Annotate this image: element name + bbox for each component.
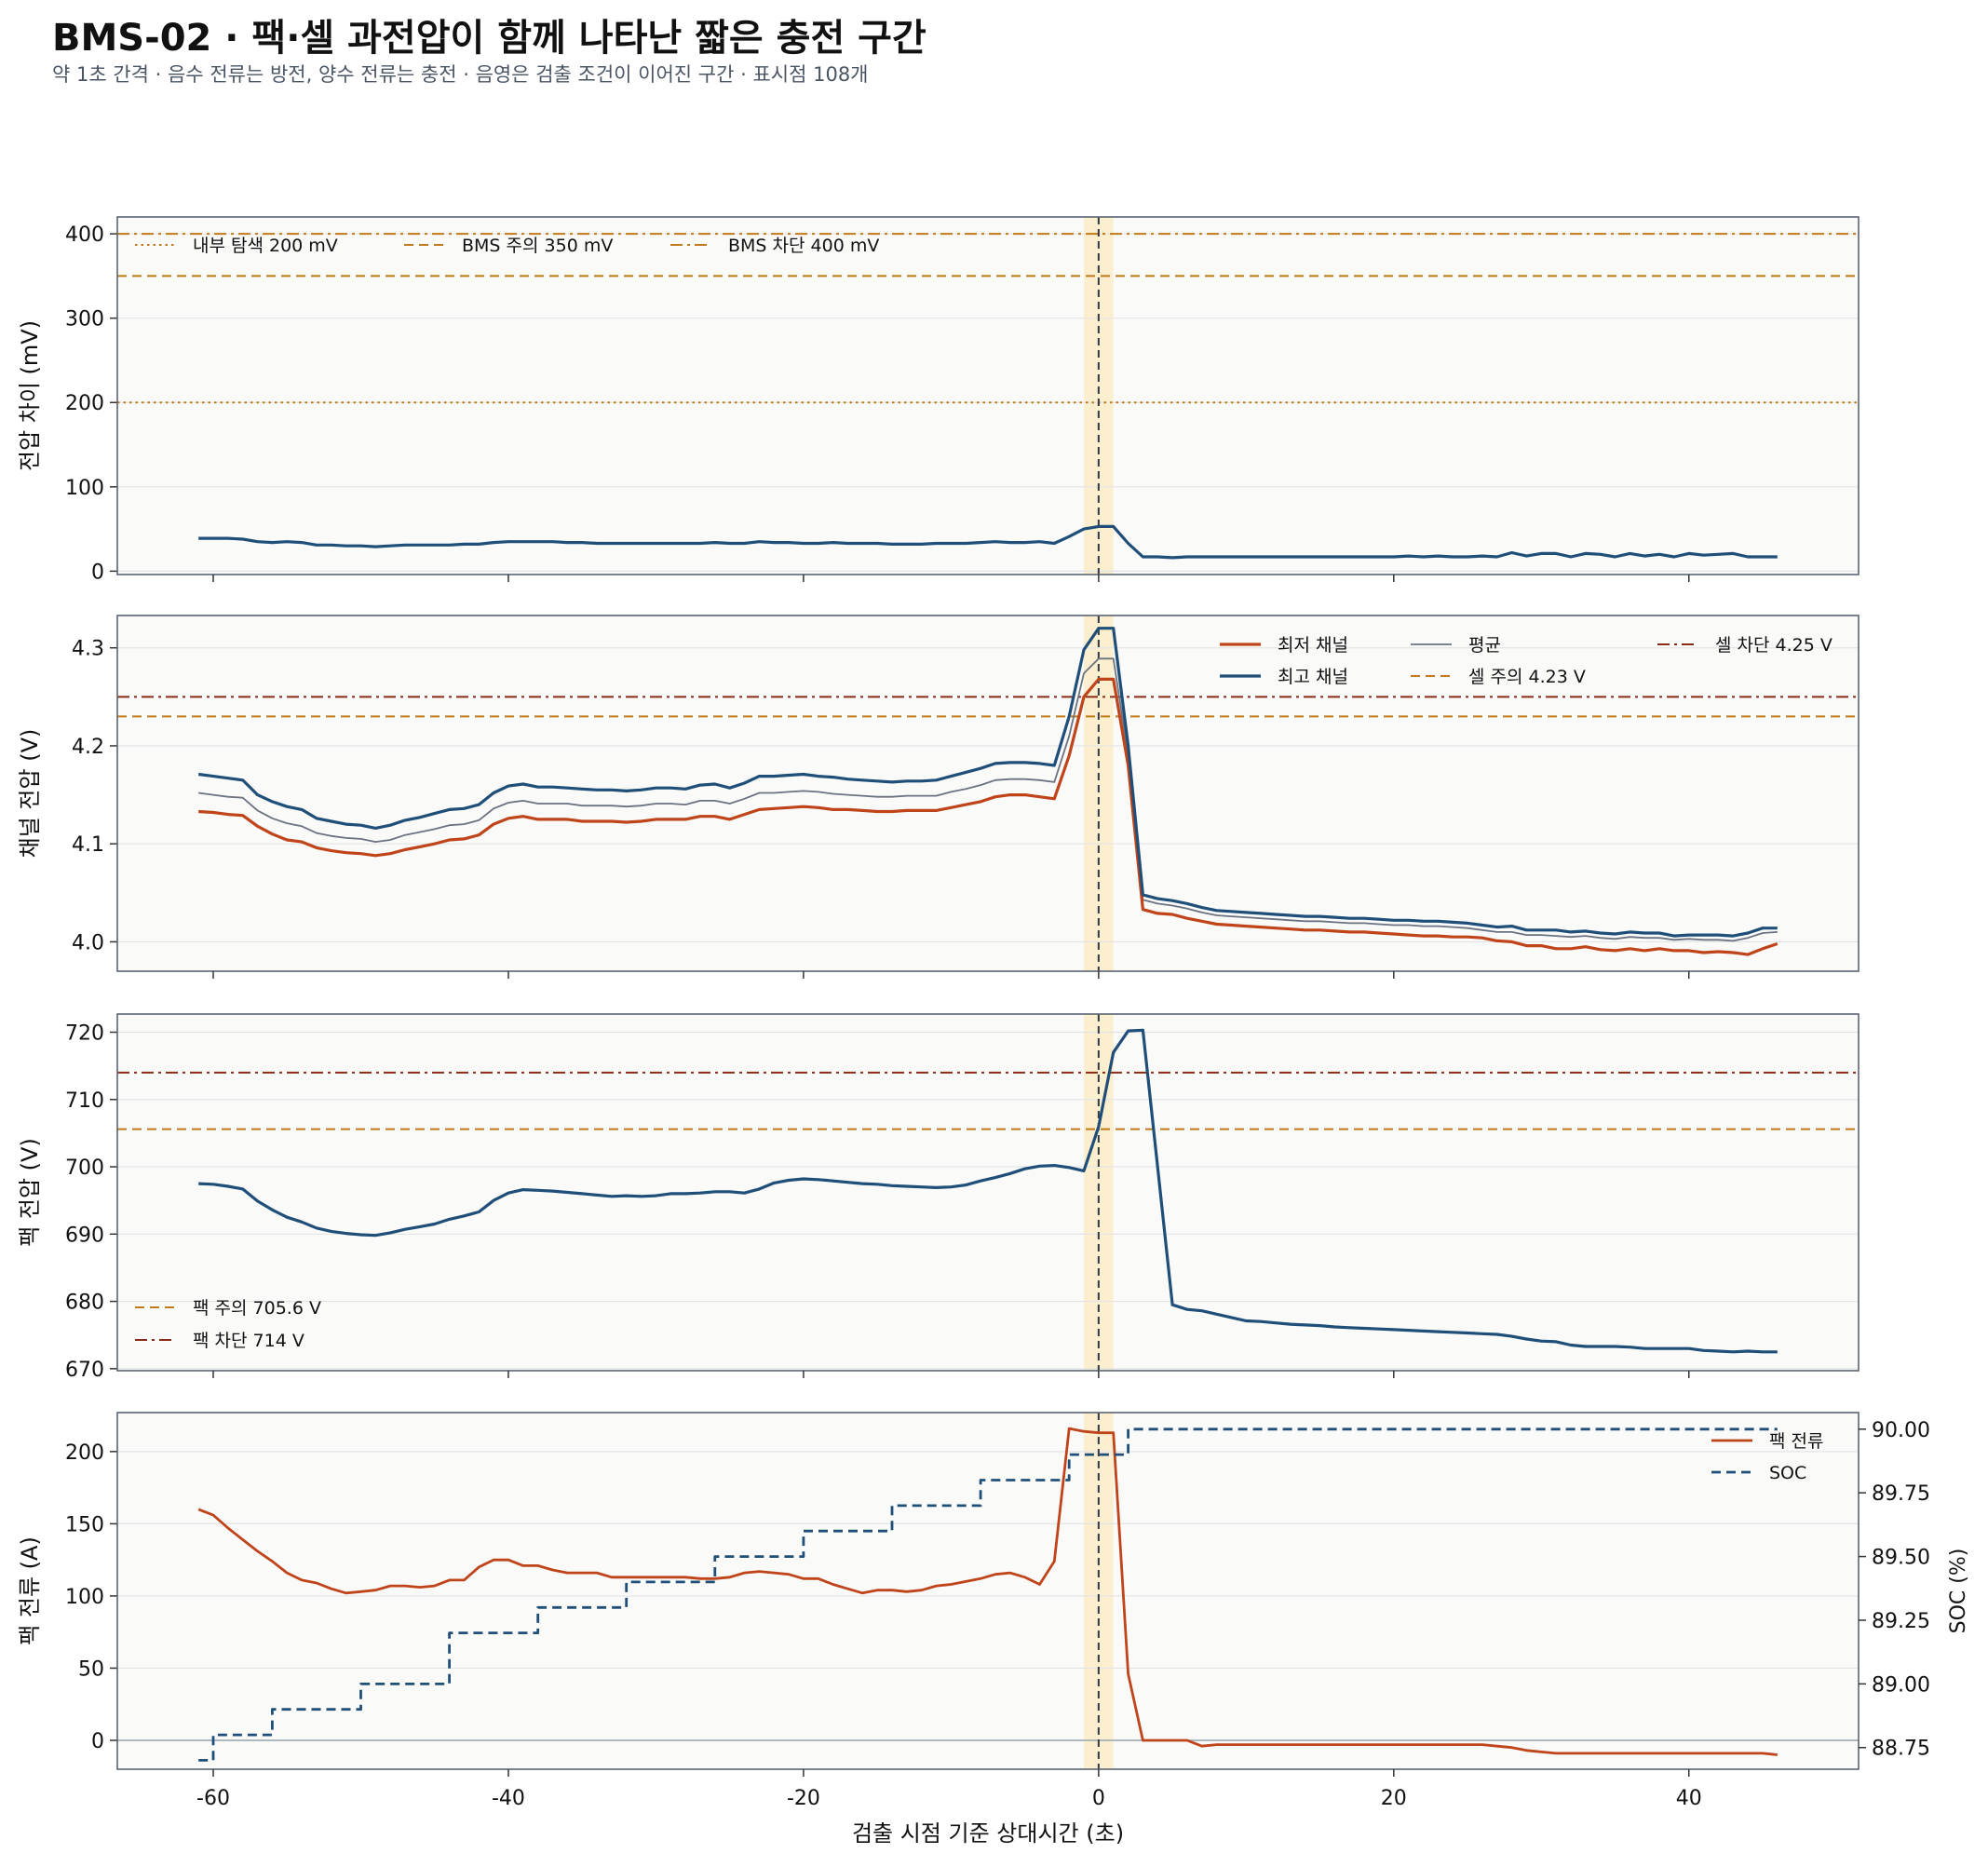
series-line (198, 1028, 1778, 1354)
legend-label: 셀 차단 4.25 V (1715, 635, 1832, 656)
legend: 팩 전류 SOC (1711, 1431, 1823, 1483)
y-axis-label: 팩 전압 (V) (17, 1138, 43, 1247)
y-tick-label: 50 (78, 1657, 104, 1681)
legend-label: 최고 채널 (1278, 667, 1348, 687)
panel-background (117, 217, 1859, 575)
panel-background (117, 1413, 1859, 1769)
legend: 팩 주의 705.6 V 팩 차단 714 V (135, 1298, 321, 1351)
y-tick-label: 100 (65, 1586, 104, 1609)
y2-tick-label: 89.00 (1872, 1673, 1930, 1697)
y-tick-label: 200 (65, 1441, 104, 1465)
legend-item: BMS 차단 400 mV (670, 236, 879, 256)
y2-tick-label: 89.50 (1872, 1547, 1930, 1570)
legend-item: BMS 주의 350 mV (404, 236, 613, 256)
y-tick-label: 0 (91, 561, 104, 584)
legend-label: 내부 탐색 200 mV (193, 236, 338, 256)
x-tick-label: 0 (1092, 1787, 1105, 1810)
legend-item: 셀 차단 4.25 V (1657, 635, 1832, 656)
panel-background (117, 1014, 1859, 1371)
legend-item: 내부 탐색 200 mV (135, 236, 338, 256)
y-tick-label: 300 (65, 308, 104, 331)
y-tick-label: 150 (65, 1513, 104, 1536)
y-tick-label: 200 (65, 392, 104, 415)
panel-frame (116, 1412, 1860, 1770)
chart-title: BMS-02 · 팩·셀 과전압이 함께 나타난 짧은 충전 구간 (52, 17, 926, 60)
y2-tick-label: 88.75 (1872, 1738, 1930, 1761)
x-tick-label: -60 (196, 1787, 230, 1810)
legend-item: 팩 차단 714 V (135, 1331, 304, 1351)
legend-label: 셀 주의 4.23 V (1468, 667, 1586, 687)
y-tick-label: 720 (65, 1022, 104, 1046)
legend-item: SOC (1711, 1463, 1806, 1483)
panel-frame (116, 1013, 1860, 1372)
x-tick-label: -20 (787, 1787, 820, 1810)
legend-item: 최고 채널 (1220, 667, 1348, 687)
y-tick-label: 700 (65, 1157, 104, 1180)
x-axis-label: 검출 시점 기준 상대시간 (초) (852, 1820, 1124, 1847)
legend-label: 최저 채널 (1278, 635, 1348, 656)
legend-item: 최저 채널 (1220, 635, 1348, 656)
legend-item: 셀 주의 4.23 V (1411, 667, 1586, 687)
legend-label: 팩 전류 (1769, 1431, 1823, 1452)
legend-label: BMS 주의 350 mV (462, 236, 613, 256)
y-tick-label: 4.3 (72, 638, 104, 661)
legend-item: 평균 (1411, 635, 1501, 656)
y2-tick-label: 90.00 (1872, 1419, 1930, 1442)
y-tick-label: 0 (91, 1730, 104, 1753)
legend: 내부 탐색 200 mV BMS 주의 350 mV BMS 차단 400 mV (135, 236, 879, 256)
y-tick-label: 670 (65, 1359, 104, 1382)
y-tick-label: 4.1 (72, 833, 104, 857)
y-axis-label: 팩 전류 (A) (17, 1536, 43, 1645)
panel-background (117, 616, 1859, 971)
x-tick-label: 20 (1381, 1787, 1407, 1810)
panel-4: 0 50 100 150 200 -60 -40 -20 0 20 40 팩 전류 (A) 88.75 8… (17, 1412, 1970, 1810)
x-tick-label: -40 (492, 1787, 525, 1810)
series-line (197, 627, 1778, 938)
y-tick-label: 680 (65, 1292, 104, 1315)
chart-subtitle: 약 1초 간격 · 음수 전류는 방전, 양수 전류는 충전 · 음영은 검출 … (52, 63, 869, 86)
y-tick-label: 100 (65, 477, 104, 500)
panel-frame (116, 216, 1860, 575)
y-tick-label: 400 (65, 223, 104, 247)
series-line (198, 524, 1778, 560)
y2-axis-label: SOC (%) (1947, 1549, 1970, 1634)
y-tick-label: 4.0 (72, 931, 104, 954)
series-line (197, 1427, 1778, 1756)
legend-label: 팩 주의 705.6 V (193, 1298, 321, 1319)
y2-tick-label: 89.25 (1872, 1610, 1930, 1633)
legend-label: BMS 차단 400 mV (728, 236, 879, 256)
series-line (198, 677, 1778, 956)
panel-frame (116, 615, 1860, 972)
legend-item: 팩 주의 705.6 V (135, 1298, 321, 1319)
y2-tick-label: 89.75 (1872, 1482, 1930, 1506)
legend-label: 팩 차단 714 V (193, 1331, 304, 1351)
series-line (198, 657, 1778, 942)
y-tick-label: 4.2 (72, 736, 104, 759)
x-tick-label: 40 (1676, 1787, 1702, 1810)
y-axis-label: 전압 차이 (mV) (17, 320, 43, 471)
y-tick-label: 690 (65, 1224, 104, 1247)
legend-label: 평균 (1468, 635, 1501, 656)
series-line (198, 1427, 1778, 1762)
legend-label: SOC (1769, 1463, 1806, 1483)
y-axis-label: 채널 전압 (V) (17, 729, 43, 859)
panel-1: 0 100 200 300 400 전압 차이 (mV) 내부 탐색 200 mV BMS 주… (17, 216, 1860, 584)
legend-item: 팩 전류 (1711, 1431, 1823, 1452)
y-tick-label: 710 (65, 1089, 104, 1113)
